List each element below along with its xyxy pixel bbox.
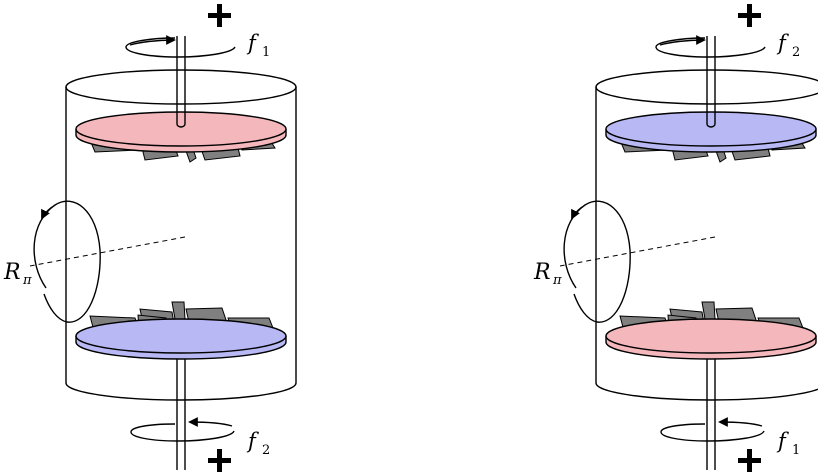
bottom-force-symbol: f xyxy=(246,429,259,453)
top-disk xyxy=(75,111,287,153)
rotation-symbol: R xyxy=(533,260,551,285)
rotation-symmetry: R π xyxy=(3,200,186,323)
rotation-index: π xyxy=(552,273,562,288)
bottom-shaft xyxy=(706,359,716,470)
top-rotation-arrow xyxy=(125,35,236,58)
cylinder xyxy=(595,69,818,401)
panel-left: f 1 R π xyxy=(3,4,297,472)
top-force: f 2 xyxy=(738,4,800,60)
top-disk xyxy=(605,111,817,153)
rotation-index: π xyxy=(22,273,32,288)
rotation-symmetry: R π xyxy=(533,200,716,323)
bottom-force: f 2 xyxy=(208,429,270,472)
bottom-rotation-arrow xyxy=(660,417,765,442)
bottom-force: f 1 xyxy=(738,429,800,472)
bottom-disk xyxy=(75,318,287,360)
bottom-force-index: 1 xyxy=(792,443,800,458)
cylinder xyxy=(65,69,297,401)
top-force-index: 1 xyxy=(262,45,270,60)
top-force-symbol: f xyxy=(246,31,259,55)
rotation-symbol: R xyxy=(3,260,21,285)
bottom-force-index: 2 xyxy=(262,443,270,458)
top-force: f 1 xyxy=(208,4,270,60)
top-force-symbol: f xyxy=(776,31,789,55)
bottom-force-symbol: f xyxy=(776,429,789,453)
top-force-index: 2 xyxy=(792,45,800,60)
top-shaft xyxy=(706,36,716,124)
bottom-disk xyxy=(605,318,817,360)
bottom-rotation-arrow xyxy=(130,417,235,442)
top-rotation-arrow xyxy=(655,35,766,58)
panel-right: f 2 R π xyxy=(533,4,818,472)
bottom-shaft xyxy=(176,359,186,470)
